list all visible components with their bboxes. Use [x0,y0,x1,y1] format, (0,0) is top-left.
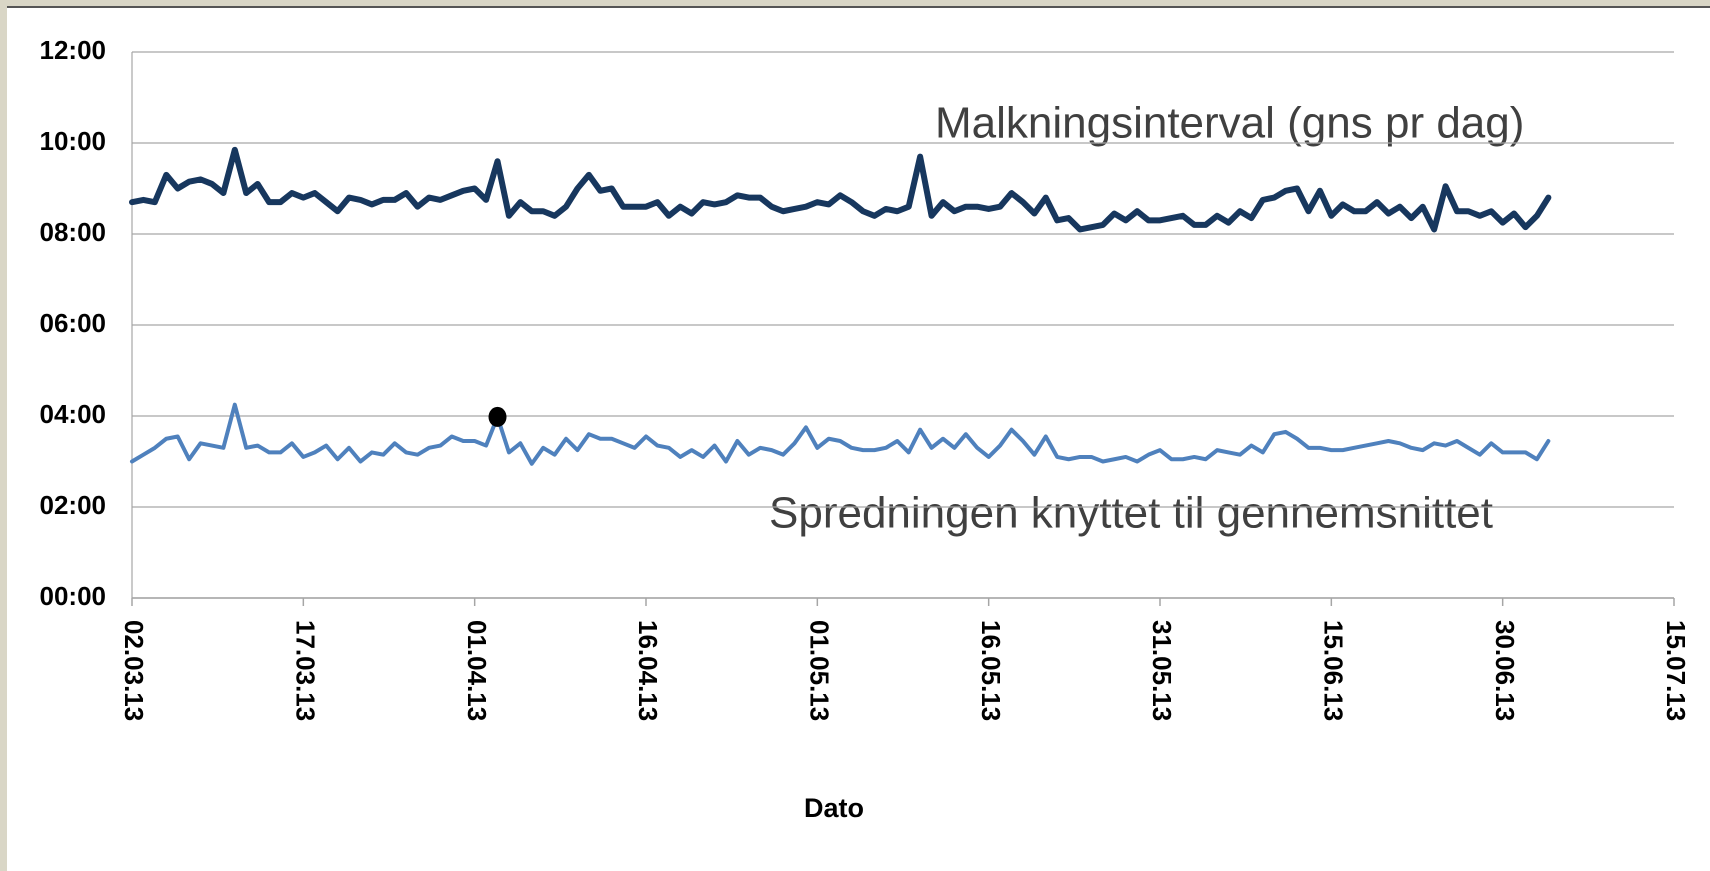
frame-left [0,0,7,871]
y-tick-label: 08:00 [40,217,107,247]
y-tick-label: 02:00 [40,490,107,520]
x-tick-label: 15.06.13 [1318,620,1348,721]
x-tick-label: 31.05.13 [1147,620,1177,721]
x-tick-label: 01.04.13 [462,620,492,721]
x-tick-label: 30.06.13 [1490,620,1520,721]
y-tick-label: 06:00 [40,308,107,338]
y-tick-label: 04:00 [40,399,107,429]
x-tick-label: 16.05.13 [976,620,1006,721]
y-tick-label: 00:00 [40,581,107,611]
series-line [129,146,1552,233]
y-tick-label: 12:00 [40,35,107,65]
x-axis-title: Dato [804,793,864,823]
frame-top [0,0,1710,7]
series-line [130,402,1551,466]
x-tick-label: 02.03.13 [119,620,149,721]
annotation: Spredningen knyttet til gennemsnittet [769,489,1493,538]
x-tick-label: 17.03.13 [290,620,320,721]
annotation: Malkningsinterval (gns pr dag) [935,99,1524,148]
x-tick-label: 01.05.13 [804,620,834,721]
x-tick-label: 16.04.13 [633,620,663,721]
highlight-marker [488,406,507,427]
x-tick-label: 15.07.13 [1661,620,1691,721]
y-tick-label: 10:00 [40,126,107,156]
